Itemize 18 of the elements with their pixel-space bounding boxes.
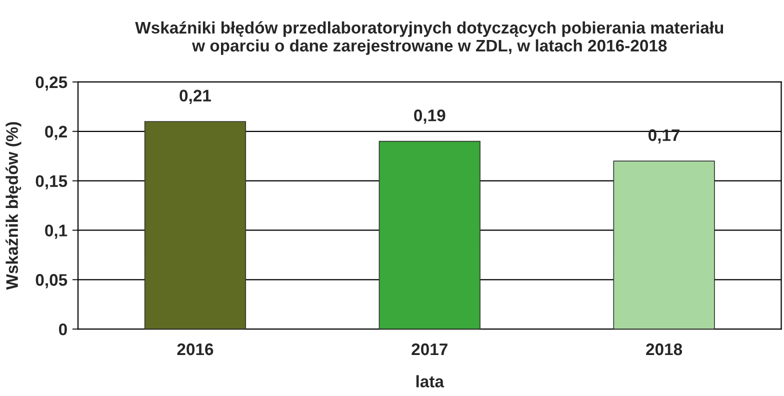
- x-tick-label: 2017: [412, 343, 448, 356]
- y-axis-title: Wskaźnik błędów (%): [6, 122, 22, 290]
- bar: [613, 160, 715, 330]
- y-tick-label: 0,1: [45, 224, 68, 239]
- chart-title: Wskaźniki błędów przedlaboratoryjnych dotyczących pobierania materiału w oparciu o dane zarejestrowane w ZDL, w latach 2016-2018: [135, 21, 724, 55]
- data-label: 0,19: [414, 110, 446, 124]
- y-tick-label: 0,05: [36, 274, 68, 288]
- y-tick-label: 0,25: [36, 76, 68, 91]
- y-tick-label: 0,15: [36, 175, 68, 190]
- y-tick-label: 0: [58, 323, 67, 336]
- x-tick-label: 2016: [177, 343, 214, 356]
- x-tick-label: 2018: [646, 343, 682, 356]
- data-label: 0,17: [648, 129, 680, 144]
- data-label: 0,21: [180, 90, 211, 104]
- bar: [144, 121, 246, 330]
- x-axis-title: lata: [416, 375, 444, 388]
- bar: [378, 140, 480, 330]
- y-tick-label: 0,2: [45, 126, 67, 140]
